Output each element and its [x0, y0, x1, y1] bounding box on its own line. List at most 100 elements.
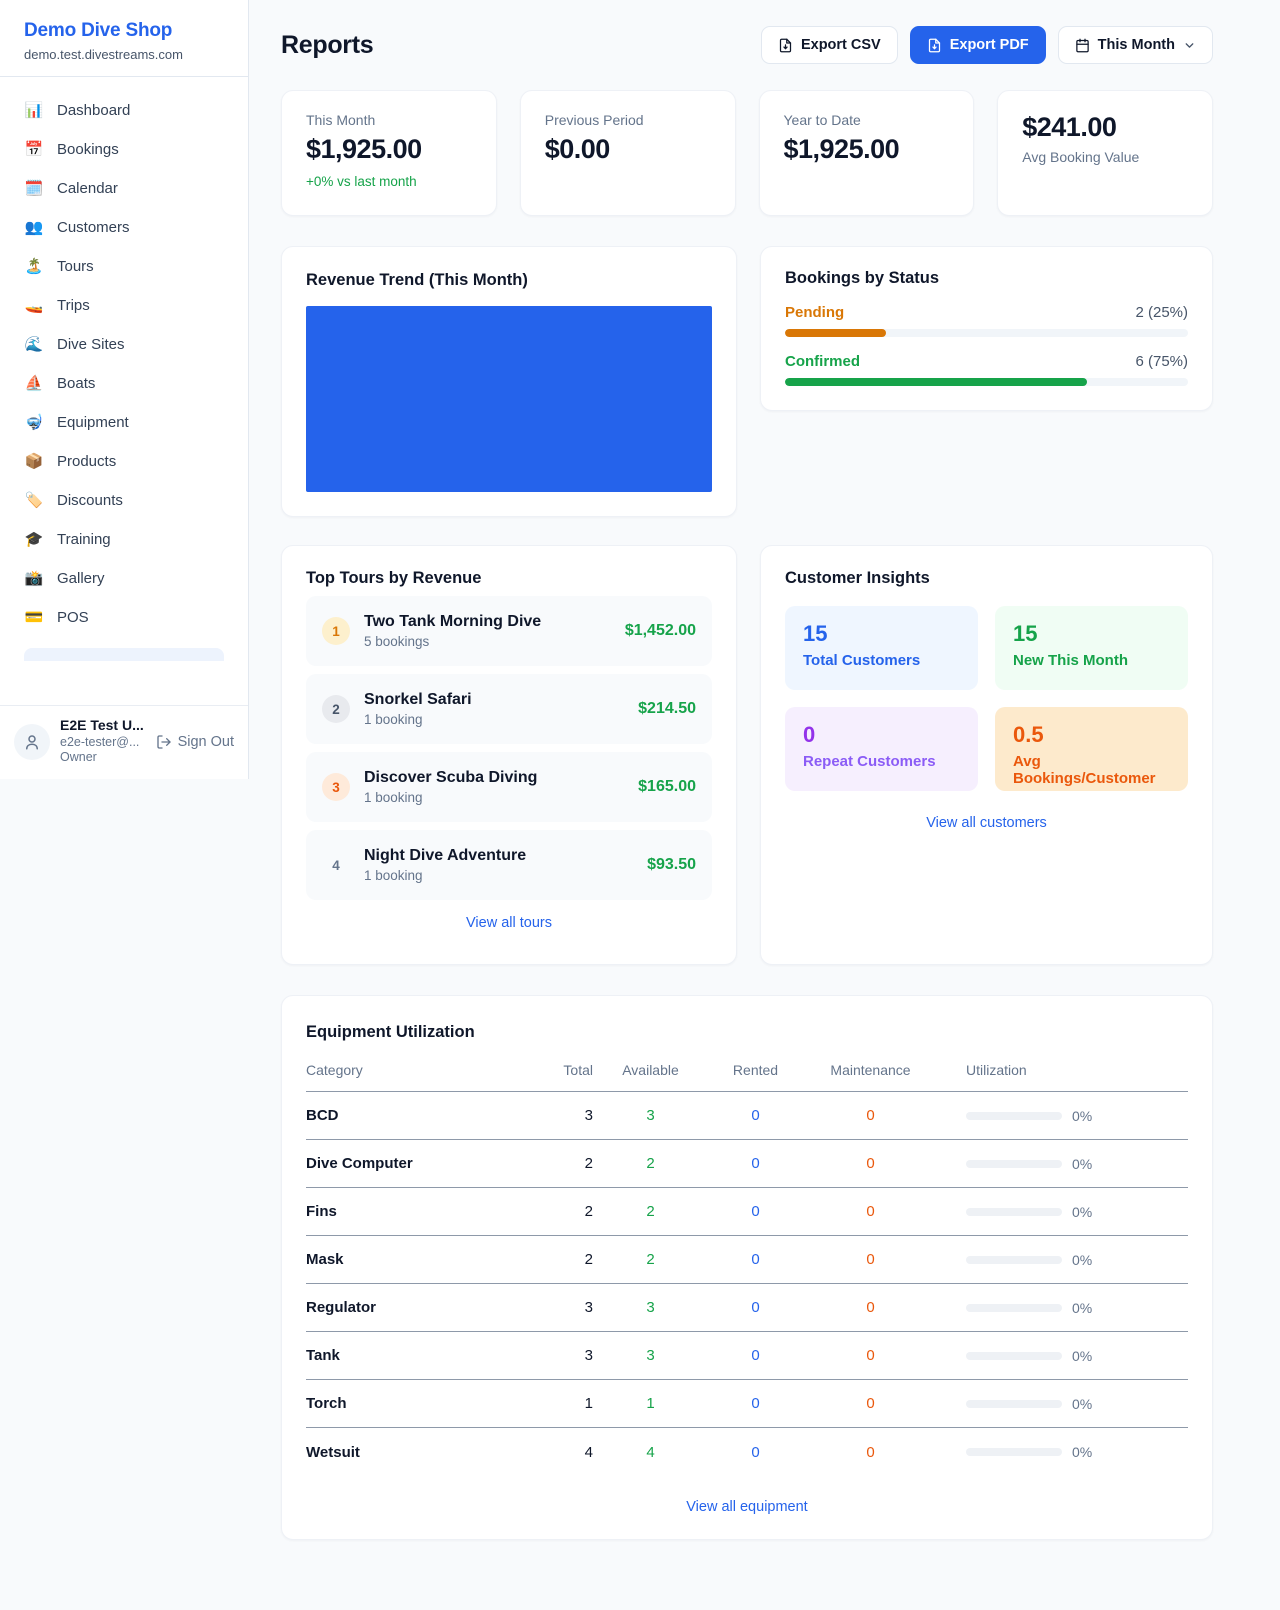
tour-bookings: 1 booking [364, 790, 423, 805]
view-all-equipment-link[interactable]: View all equipment [686, 1499, 808, 1515]
sidebar-item-label: Calendar [57, 179, 118, 197]
sidebar-item-label: Gallery [57, 569, 105, 587]
sidebar-nav: 📊 Dashboard 📅 Bookings 🗓️ Calendar 👥 Cus… [0, 77, 248, 661]
sidebar-item-reports-selected[interactable] [24, 648, 224, 661]
sidebar-item-trips[interactable]: 🚤 Trips [12, 286, 236, 324]
sidebar-item-label: Equipment [57, 413, 129, 431]
diving-mask-icon: 🤿 [24, 414, 44, 431]
island-icon: 🏝️ [24, 258, 44, 275]
tour-row: 2 Snorkel Safari 1 booking $214.50 [306, 674, 712, 744]
tour-row: 1 Two Tank Morning Dive 5 bookings $1,45… [306, 596, 712, 666]
stat-label: This Month [306, 112, 376, 128]
sign-out-button[interactable]: Sign Out [156, 734, 234, 750]
rank-badge: 4 [332, 857, 340, 873]
stat-card-avg-booking-value: $241.00 Avg Booking Value [997, 90, 1213, 216]
sidebar-item-discounts[interactable]: 🏷️ Discounts [12, 481, 236, 519]
user-panel: E2E Test U... e2e-tester@... Owner Sign … [0, 705, 248, 779]
equipment-rented: 0 [751, 1155, 760, 1172]
sidebar-item-gallery[interactable]: 📸 Gallery [12, 559, 236, 597]
equipment-maintenance: 0 [866, 1203, 875, 1220]
tour-amount: $165.00 [638, 778, 696, 795]
equipment-category: Fins [306, 1203, 337, 1220]
equipment-rented: 0 [751, 1347, 760, 1364]
stat-card-year-to-date: Year to Date $1,925.00 [758, 90, 975, 216]
tile-value: 15 [1013, 621, 1038, 646]
user-role: Owner [60, 750, 97, 765]
sidebar-item-dashboard[interactable]: 📊 Dashboard [12, 91, 236, 129]
sidebar-item-label: Tours [57, 257, 94, 275]
calendar-date-icon: 📅 [24, 141, 44, 158]
sidebar-item-label: Dive Sites [57, 335, 125, 353]
period-dropdown[interactable]: This Month [1057, 26, 1213, 64]
wave-icon: 🌊 [24, 336, 44, 353]
tour-amount: $1,452.00 [624, 622, 696, 639]
sidebar-item-products[interactable]: 📦 Products [12, 442, 236, 480]
status-row-pending: Pending 2 (25%) [785, 304, 1188, 337]
view-all-customers-link[interactable]: View all customers [926, 815, 1047, 831]
bookings-by-status-card: Bookings by Status Pending 2 (25%) Confi… [760, 246, 1213, 411]
table-row: Tank 3 3 0 0 0% [306, 1332, 1188, 1380]
tile-value: 0 [803, 722, 816, 747]
stat-label: Avg Booking Value [1022, 149, 1140, 165]
equipment-rented: 0 [751, 1251, 760, 1268]
equipment-available: 3 [646, 1299, 655, 1316]
sidebar-item-boats[interactable]: ⛵ Boats [12, 364, 236, 402]
sidebar-item-calendar[interactable]: 🗓️ Calendar [12, 169, 236, 207]
sign-out-label: Sign Out [177, 733, 234, 750]
equipment-category: Torch [306, 1395, 347, 1412]
equipment-available: 2 [646, 1251, 655, 1268]
sidebar-item-equipment[interactable]: 🤿 Equipment [12, 403, 236, 441]
sidebar-item-dive-sites[interactable]: 🌊 Dive Sites [12, 325, 236, 363]
equipment-rented: 0 [751, 1203, 760, 1220]
stat-cards: This Month $1,925.00 +0% vs last month P… [281, 90, 1213, 216]
column-header-utilization: Utilization [966, 1062, 1027, 1078]
stat-value: $0.00 [544, 134, 611, 164]
sidebar-item-bookings[interactable]: 📅 Bookings [12, 130, 236, 168]
view-all-tours-link[interactable]: View all tours [466, 915, 552, 931]
column-header-category: Category [306, 1062, 363, 1078]
package-icon: 📦 [24, 453, 44, 470]
insight-tile-total-customers: 15 Total Customers [785, 606, 978, 690]
stat-card-previous-period: Previous Period $0.00 [519, 90, 736, 216]
utilization-bar [966, 1207, 1062, 1216]
equipment-rented: 0 [751, 1107, 760, 1124]
customer-insights-card: Customer Insights 15 Total Customers 15 … [760, 545, 1213, 965]
avatar [14, 723, 50, 760]
sidebar-item-training[interactable]: 🎓 Training [12, 520, 236, 558]
export-csv-button[interactable]: Export CSV [760, 26, 898, 64]
equipment-available: 2 [646, 1203, 655, 1220]
sidebar-item-label: Bookings [57, 140, 119, 158]
tile-label: New This Month [1013, 652, 1128, 669]
sidebar-item-customers[interactable]: 👥 Customers [12, 208, 236, 246]
tile-value: 15 [803, 621, 828, 646]
user-name: E2E Test U... [60, 717, 144, 734]
table-row: Dive Computer 2 2 0 0 0% [306, 1140, 1188, 1188]
tour-bookings: 5 bookings [364, 634, 430, 649]
column-header-total: Total [563, 1062, 593, 1078]
bookings-by-status-title: Bookings by Status [785, 269, 940, 287]
sidebar-item-label: Trips [57, 296, 90, 314]
equipment-category: Wetsuit [306, 1443, 360, 1461]
person-icon [26, 734, 38, 750]
period-label: This Month [1097, 37, 1175, 53]
rank-badge: 1 [322, 617, 350, 645]
equipment-category: BCD [306, 1107, 339, 1124]
column-header-available: Available [622, 1062, 679, 1078]
export-pdf-button[interactable]: Export PDF [909, 26, 1046, 64]
sidebar-item-label: Customers [57, 218, 130, 236]
brand-name[interactable]: Demo Dive Shop [24, 20, 173, 41]
insight-tile-repeat-customers: 0 Repeat Customers [785, 707, 978, 791]
equipment-available: 3 [646, 1107, 655, 1124]
export-pdf-label: Export PDF [949, 37, 1029, 53]
file-download-icon [779, 38, 792, 52]
sidebar-item-pos[interactable]: 💳 POS [12, 598, 236, 636]
utilization-percent: 0% [1072, 1299, 1093, 1316]
stat-value: $1,925.00 [306, 134, 422, 164]
status-label: Pending [785, 304, 845, 321]
sidebar-item-tours[interactable]: 🏝️ Tours [12, 247, 236, 285]
camera-icon: 📸 [24, 570, 44, 587]
spiral-calendar-icon: 🗓️ [24, 180, 44, 197]
equipment-total: 2 [584, 1155, 593, 1172]
tour-bookings: 1 booking [364, 868, 423, 883]
sailboat-icon: ⛵ [24, 375, 44, 392]
